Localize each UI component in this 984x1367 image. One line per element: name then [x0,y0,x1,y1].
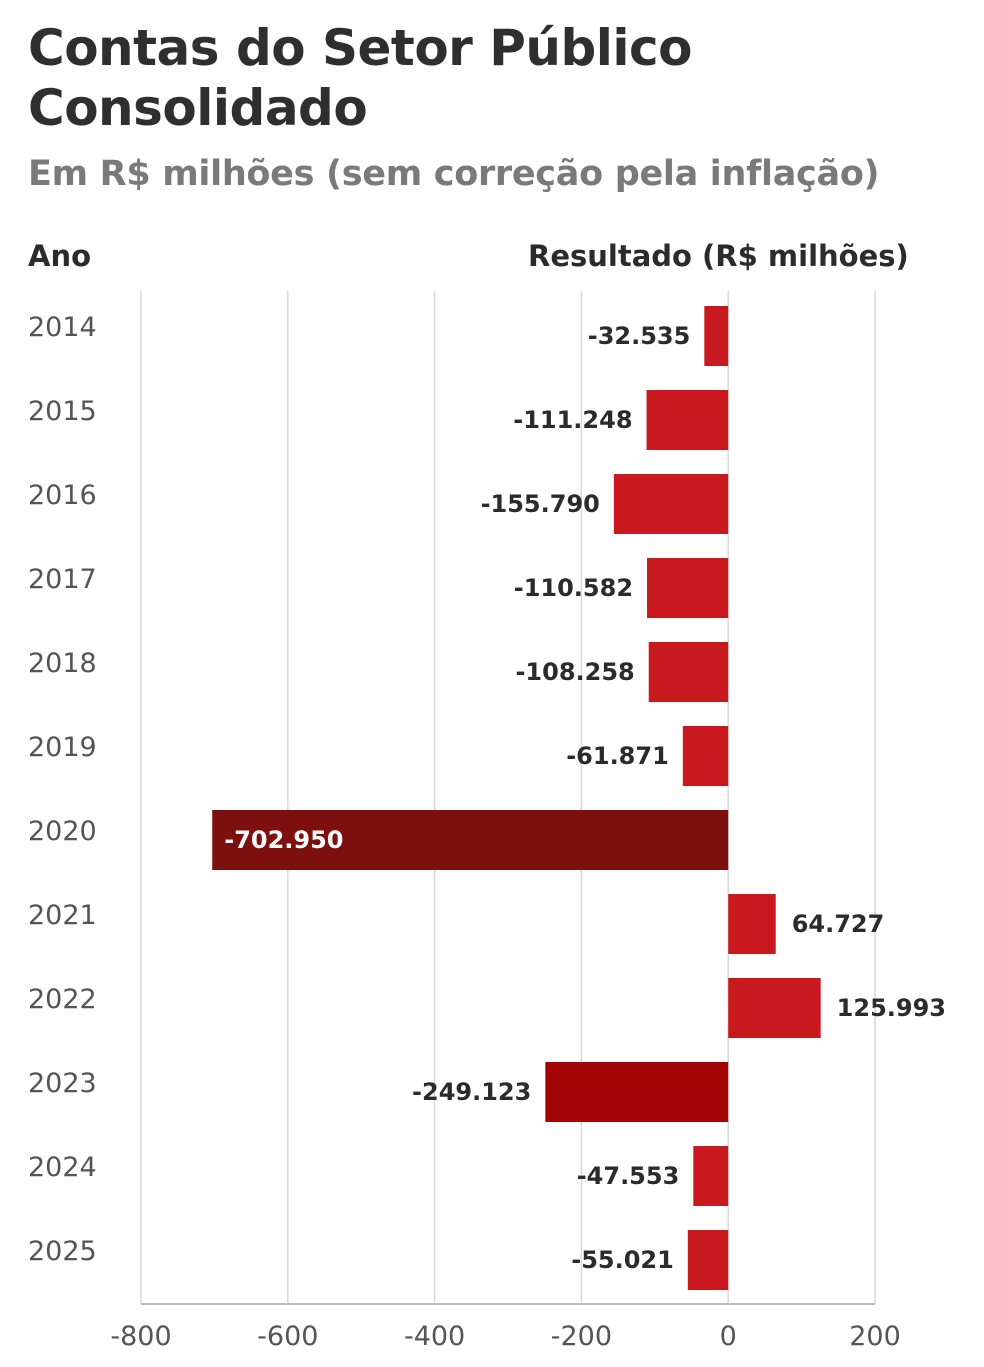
bar [728,978,821,1038]
bar [647,558,729,618]
bar [212,810,729,870]
year-label: 2018 [28,648,97,679]
x-tick-label: -400 [404,1321,465,1352]
x-tick-label: 200 [849,1321,901,1352]
value-label: 64.727 [792,910,885,938]
year-label: 2017 [28,564,97,595]
value-label: -155.790 [481,490,600,518]
year-label: 2016 [28,480,97,511]
bar [545,1062,729,1122]
value-label: -61.871 [566,742,669,770]
category-header: Ano [28,239,92,273]
year-label: 2021 [28,900,97,931]
year-label: 2020 [28,816,97,847]
bar [704,306,729,366]
value-header: Resultado (R$ milhões) [528,239,909,273]
value-label: -249.123 [412,1078,531,1106]
year-label: 2014 [28,312,97,343]
chart-subtitle: Em R$ milhões (sem correção pela inflaçã… [28,154,880,194]
chart-title: Contas do Setor Público Consolidado [28,19,693,137]
x-tick-label: -600 [257,1321,318,1352]
x-tick-label: -800 [110,1321,171,1352]
value-label: -32.535 [588,322,691,350]
bar [693,1146,729,1206]
year-label: 2025 [28,1236,97,1267]
bar [682,726,729,786]
value-label: -47.553 [577,1162,680,1190]
value-label: -108.258 [515,658,634,686]
year-label: 2024 [28,1152,97,1183]
value-label: -55.021 [571,1246,674,1274]
bar [646,390,729,450]
value-label: 125.993 [837,994,946,1022]
bar [648,642,729,702]
bar [687,1230,729,1290]
year-label: 2015 [28,396,97,427]
year-label: 2019 [28,732,97,763]
x-tick-label: -200 [551,1321,612,1352]
bar [613,474,729,534]
year-label: 2023 [28,1068,97,1099]
value-label: -111.248 [513,406,632,434]
x-tick-label: 0 [720,1321,737,1352]
bar [728,894,776,954]
year-label: 2022 [28,984,97,1015]
value-label: -702.950 [224,826,343,854]
value-label: -110.582 [514,574,633,602]
